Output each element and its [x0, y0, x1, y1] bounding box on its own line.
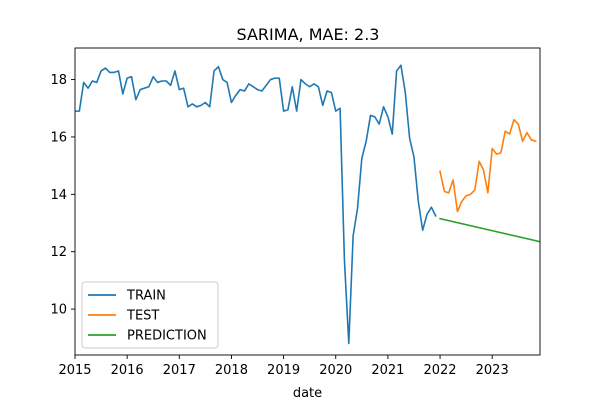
series-line-train [75, 64, 437, 345]
x-tick-label-2023: 2023 [476, 363, 509, 378]
y-tick-label-18: 18 [50, 73, 67, 88]
y-tick-label-16: 16 [50, 130, 67, 145]
legend: TRAIN TEST PREDICTION [81, 281, 219, 349]
x-tick-label-2022: 2022 [423, 363, 456, 378]
chart-title: SARIMA, MAE: 2.3 [237, 25, 380, 44]
x-axis-label: date [293, 386, 322, 400]
legend-label-test: TEST [126, 309, 159, 324]
plot-area [75, 64, 540, 345]
legend-box [81, 281, 219, 349]
axes-frame [74, 47, 541, 356]
x-tick-label-2017: 2017 [163, 363, 196, 378]
x-tick-label-2018: 2018 [215, 363, 248, 378]
series-line-prediction [439, 217, 540, 243]
series-line-test [439, 118, 537, 213]
axes: 2015 2016 2017 2018 2019 2020 2021 2022 2023 10 12… [50, 47, 541, 378]
x-tick-label-2020: 2020 [319, 363, 352, 378]
y-tick-label-12: 12 [50, 245, 67, 260]
legend-label-train: TRAIN [126, 289, 166, 304]
x-tick-label-2019: 2019 [267, 363, 300, 378]
y-tick-label-10: 10 [50, 303, 67, 318]
x-tick-label-2021: 2021 [371, 363, 404, 378]
y-tick-label-14: 14 [50, 188, 67, 203]
x-tick-label-2015: 2015 [58, 363, 91, 378]
legend-label-prediction: PREDICTION [127, 329, 207, 344]
x-tick-label-2016: 2016 [111, 363, 144, 378]
